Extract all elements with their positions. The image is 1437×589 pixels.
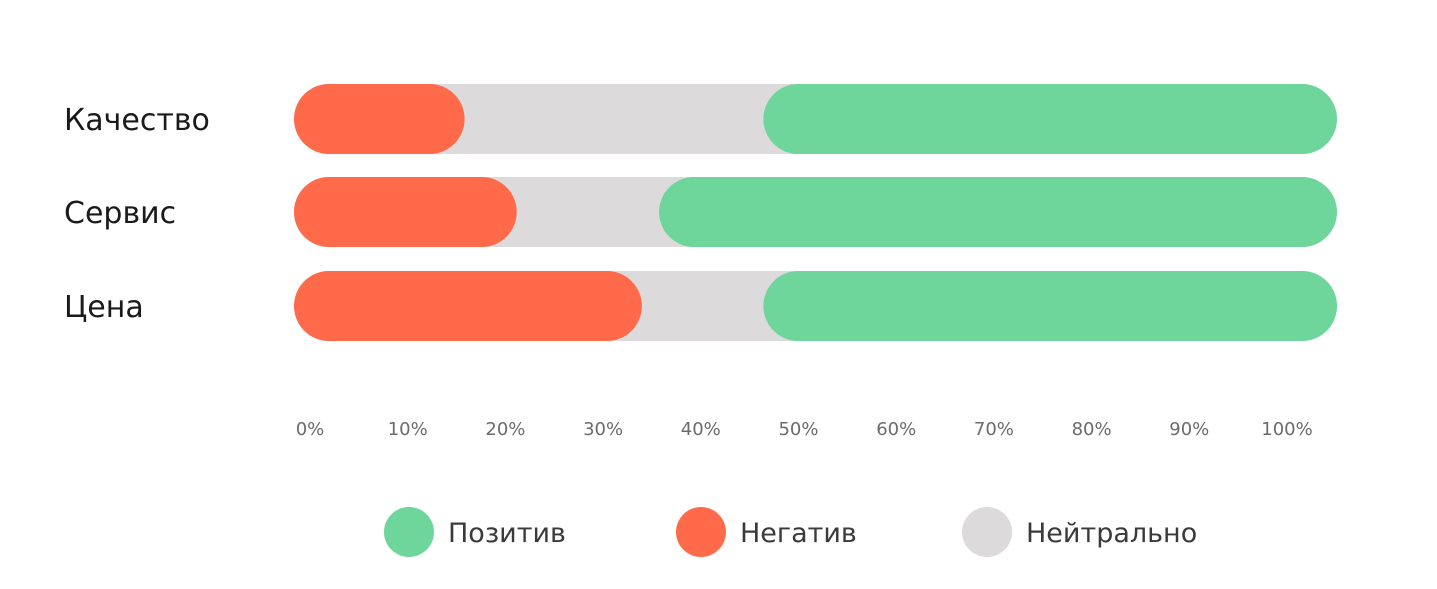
bar-positive-1 xyxy=(763,84,1337,154)
x-tick-label: 80% xyxy=(1072,419,1112,440)
x-tick-label: 100% xyxy=(1261,419,1312,440)
bars-layer xyxy=(294,84,1337,341)
x-tick-label: 20% xyxy=(485,419,525,440)
x-axis-ticks: 0% 10% 20% 30% 40% 50% 60% 70% 80% 90% 100% xyxy=(296,419,1313,440)
legend-swatch xyxy=(384,507,434,557)
legend-label: Позитив xyxy=(448,518,566,549)
legend-label: Нейтрально xyxy=(1026,518,1197,549)
bar-negative-2 xyxy=(294,177,517,247)
category-label: Сервис xyxy=(64,196,176,231)
x-tick-label: 30% xyxy=(583,419,623,440)
x-tick-label: 50% xyxy=(778,419,818,440)
bar-negative-3 xyxy=(294,271,642,341)
legend: Позитив Негатив Нейтрально xyxy=(384,507,1197,557)
category-label: Качество xyxy=(64,103,210,138)
x-tick-label: 40% xyxy=(681,419,721,440)
x-tick-label: 70% xyxy=(974,419,1014,440)
bar-positive-3 xyxy=(763,271,1337,341)
bar-positive-2 xyxy=(659,177,1337,247)
x-tick-label: 0% xyxy=(296,419,325,440)
legend-swatch xyxy=(676,507,726,557)
bar-negative-1 xyxy=(294,84,465,154)
category-label: Цена xyxy=(64,290,144,325)
category-labels: Качество Сервис Цена xyxy=(64,103,210,325)
x-tick-label: 10% xyxy=(388,419,428,440)
x-tick-label: 60% xyxy=(876,419,916,440)
legend-label: Негатив xyxy=(740,518,857,549)
legend-swatch xyxy=(962,507,1012,557)
x-tick-label: 90% xyxy=(1169,419,1209,440)
